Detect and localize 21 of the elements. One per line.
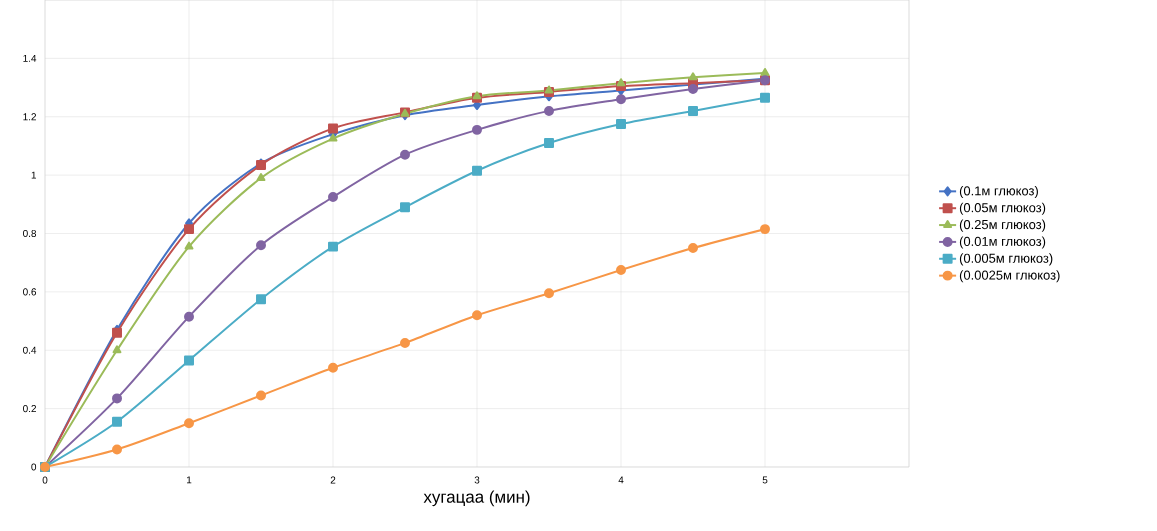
legend-label: (0.05м глюкоз) [959,202,1046,215]
legend-label: (0.005м глюкоз) [959,253,1053,266]
x-tick-label: 3 [474,476,480,484]
x-tick-label: 2 [330,476,336,484]
legend-label: (0.1м глюкоз) [959,185,1038,198]
y-tick-label: 0.8 [23,229,37,238]
y-tick-label: 1 [31,171,37,179]
y-tick-label: 0.4 [23,346,37,354]
legend-label: (0.01м глюкоз) [959,236,1046,249]
y-tick-label: 1.2 [23,113,36,121]
x-tick-label: 5 [762,476,768,484]
x-tick-label: 0 [42,476,48,484]
y-tick-label: 0 [31,463,37,471]
y-tick-label: 1.4 [23,54,37,62]
y-tick-label: 0.6 [23,288,37,296]
y-tick-label: 0.2 [23,405,36,413]
legend-label: (0.0025м глюкоз) [959,270,1060,283]
legend-label: (0.25м глюкоз) [959,219,1046,232]
x-tick-label: 1 [187,476,192,484]
x-tick-label: 4 [618,476,624,484]
x-axis-title: хугацаа (мин) [423,490,530,507]
